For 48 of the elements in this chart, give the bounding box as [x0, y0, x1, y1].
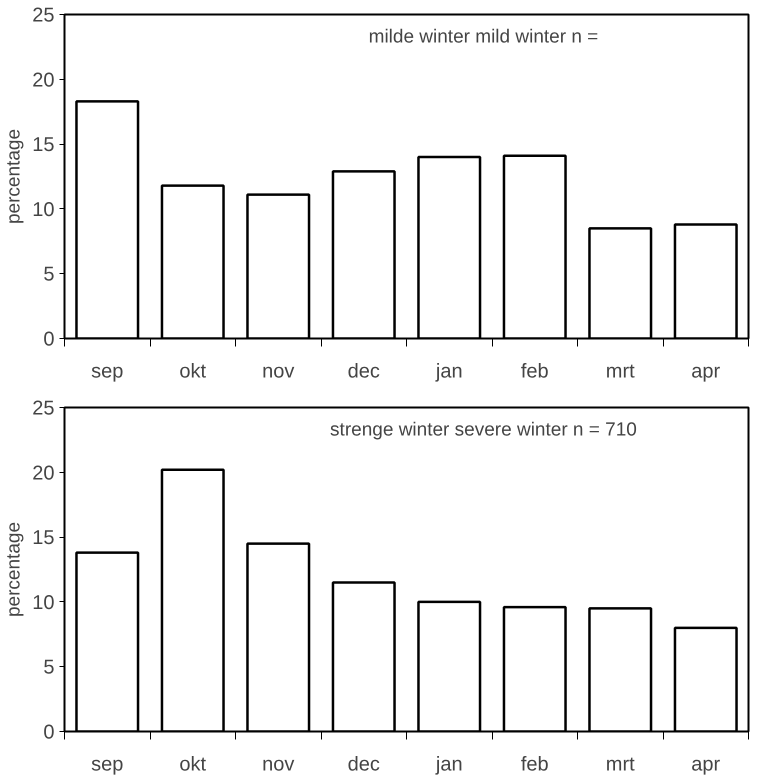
bar: [588, 227, 652, 338]
y-tick-label: 10: [32, 198, 55, 221]
y-tick-label: 0: [43, 328, 54, 350]
annotation: strenge winter severe winter n = 710: [330, 420, 637, 440]
x-tick-label: nov: [262, 754, 294, 776]
x-tick-label: apr: [691, 360, 721, 382]
x-tick-label: feb: [520, 360, 549, 382]
bar: [160, 184, 225, 338]
bar: [75, 551, 140, 732]
bar: [588, 607, 652, 732]
x-tick-label: jan: [434, 754, 463, 776]
x-tick-label: nov: [262, 360, 294, 382]
x-tick-label: feb: [520, 754, 549, 776]
y-tick-label: 25: [32, 398, 55, 420]
x-tick-label: okt: [179, 360, 207, 382]
x-tick-label: sep: [91, 360, 124, 382]
x-tick-label: mrt: [606, 754, 636, 776]
bar: [502, 154, 567, 338]
bar: [502, 606, 567, 732]
x-tick-label: dec: [348, 360, 380, 382]
bar: [332, 170, 396, 338]
x-tick-label: sep: [91, 754, 124, 776]
bar: [246, 542, 310, 732]
bar: [417, 156, 482, 338]
x-tick-label: apr: [691, 754, 721, 776]
y-tick-label: 20: [32, 69, 55, 92]
y-tick-label: 10: [32, 592, 55, 614]
y-axis-title: percentage: [3, 522, 24, 618]
bar: [160, 468, 225, 732]
y-tick-label: 15: [32, 134, 55, 156]
x-tick-label: okt: [179, 754, 207, 776]
y-axis-title: percentage: [3, 128, 24, 224]
y-tick-label: 20: [32, 462, 55, 484]
y-tick-label: 5: [43, 656, 54, 679]
y-tick-label: 15: [32, 527, 55, 550]
bar: [674, 626, 738, 732]
y-tick-label: 25: [32, 4, 55, 26]
bar: [75, 100, 140, 338]
bar: [246, 193, 310, 338]
y-tick-label: 5: [43, 264, 54, 286]
bar: [674, 223, 738, 338]
x-tick-label: mrt: [606, 360, 636, 382]
y-tick-label: 0: [43, 722, 54, 744]
bar: [332, 581, 396, 732]
x-tick-label: dec: [348, 754, 380, 776]
bar: [417, 600, 482, 732]
x-tick-label: jan: [434, 360, 463, 382]
annotation: milde winter mild winter n =: [368, 26, 598, 48]
